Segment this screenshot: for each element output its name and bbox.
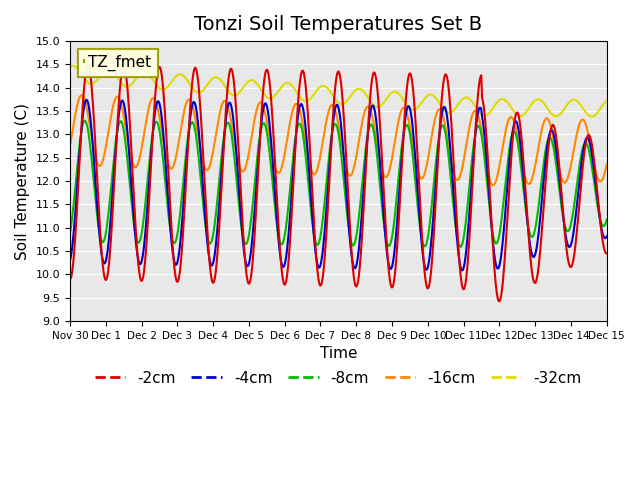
Legend: -2cm, -4cm, -8cm, -16cm, -32cm: -2cm, -4cm, -8cm, -16cm, -32cm <box>89 365 588 392</box>
Title: Tonzi Soil Temperatures Set B: Tonzi Soil Temperatures Set B <box>195 15 483 34</box>
X-axis label: Time: Time <box>319 347 357 361</box>
Y-axis label: Soil Temperature (C): Soil Temperature (C) <box>15 103 30 260</box>
